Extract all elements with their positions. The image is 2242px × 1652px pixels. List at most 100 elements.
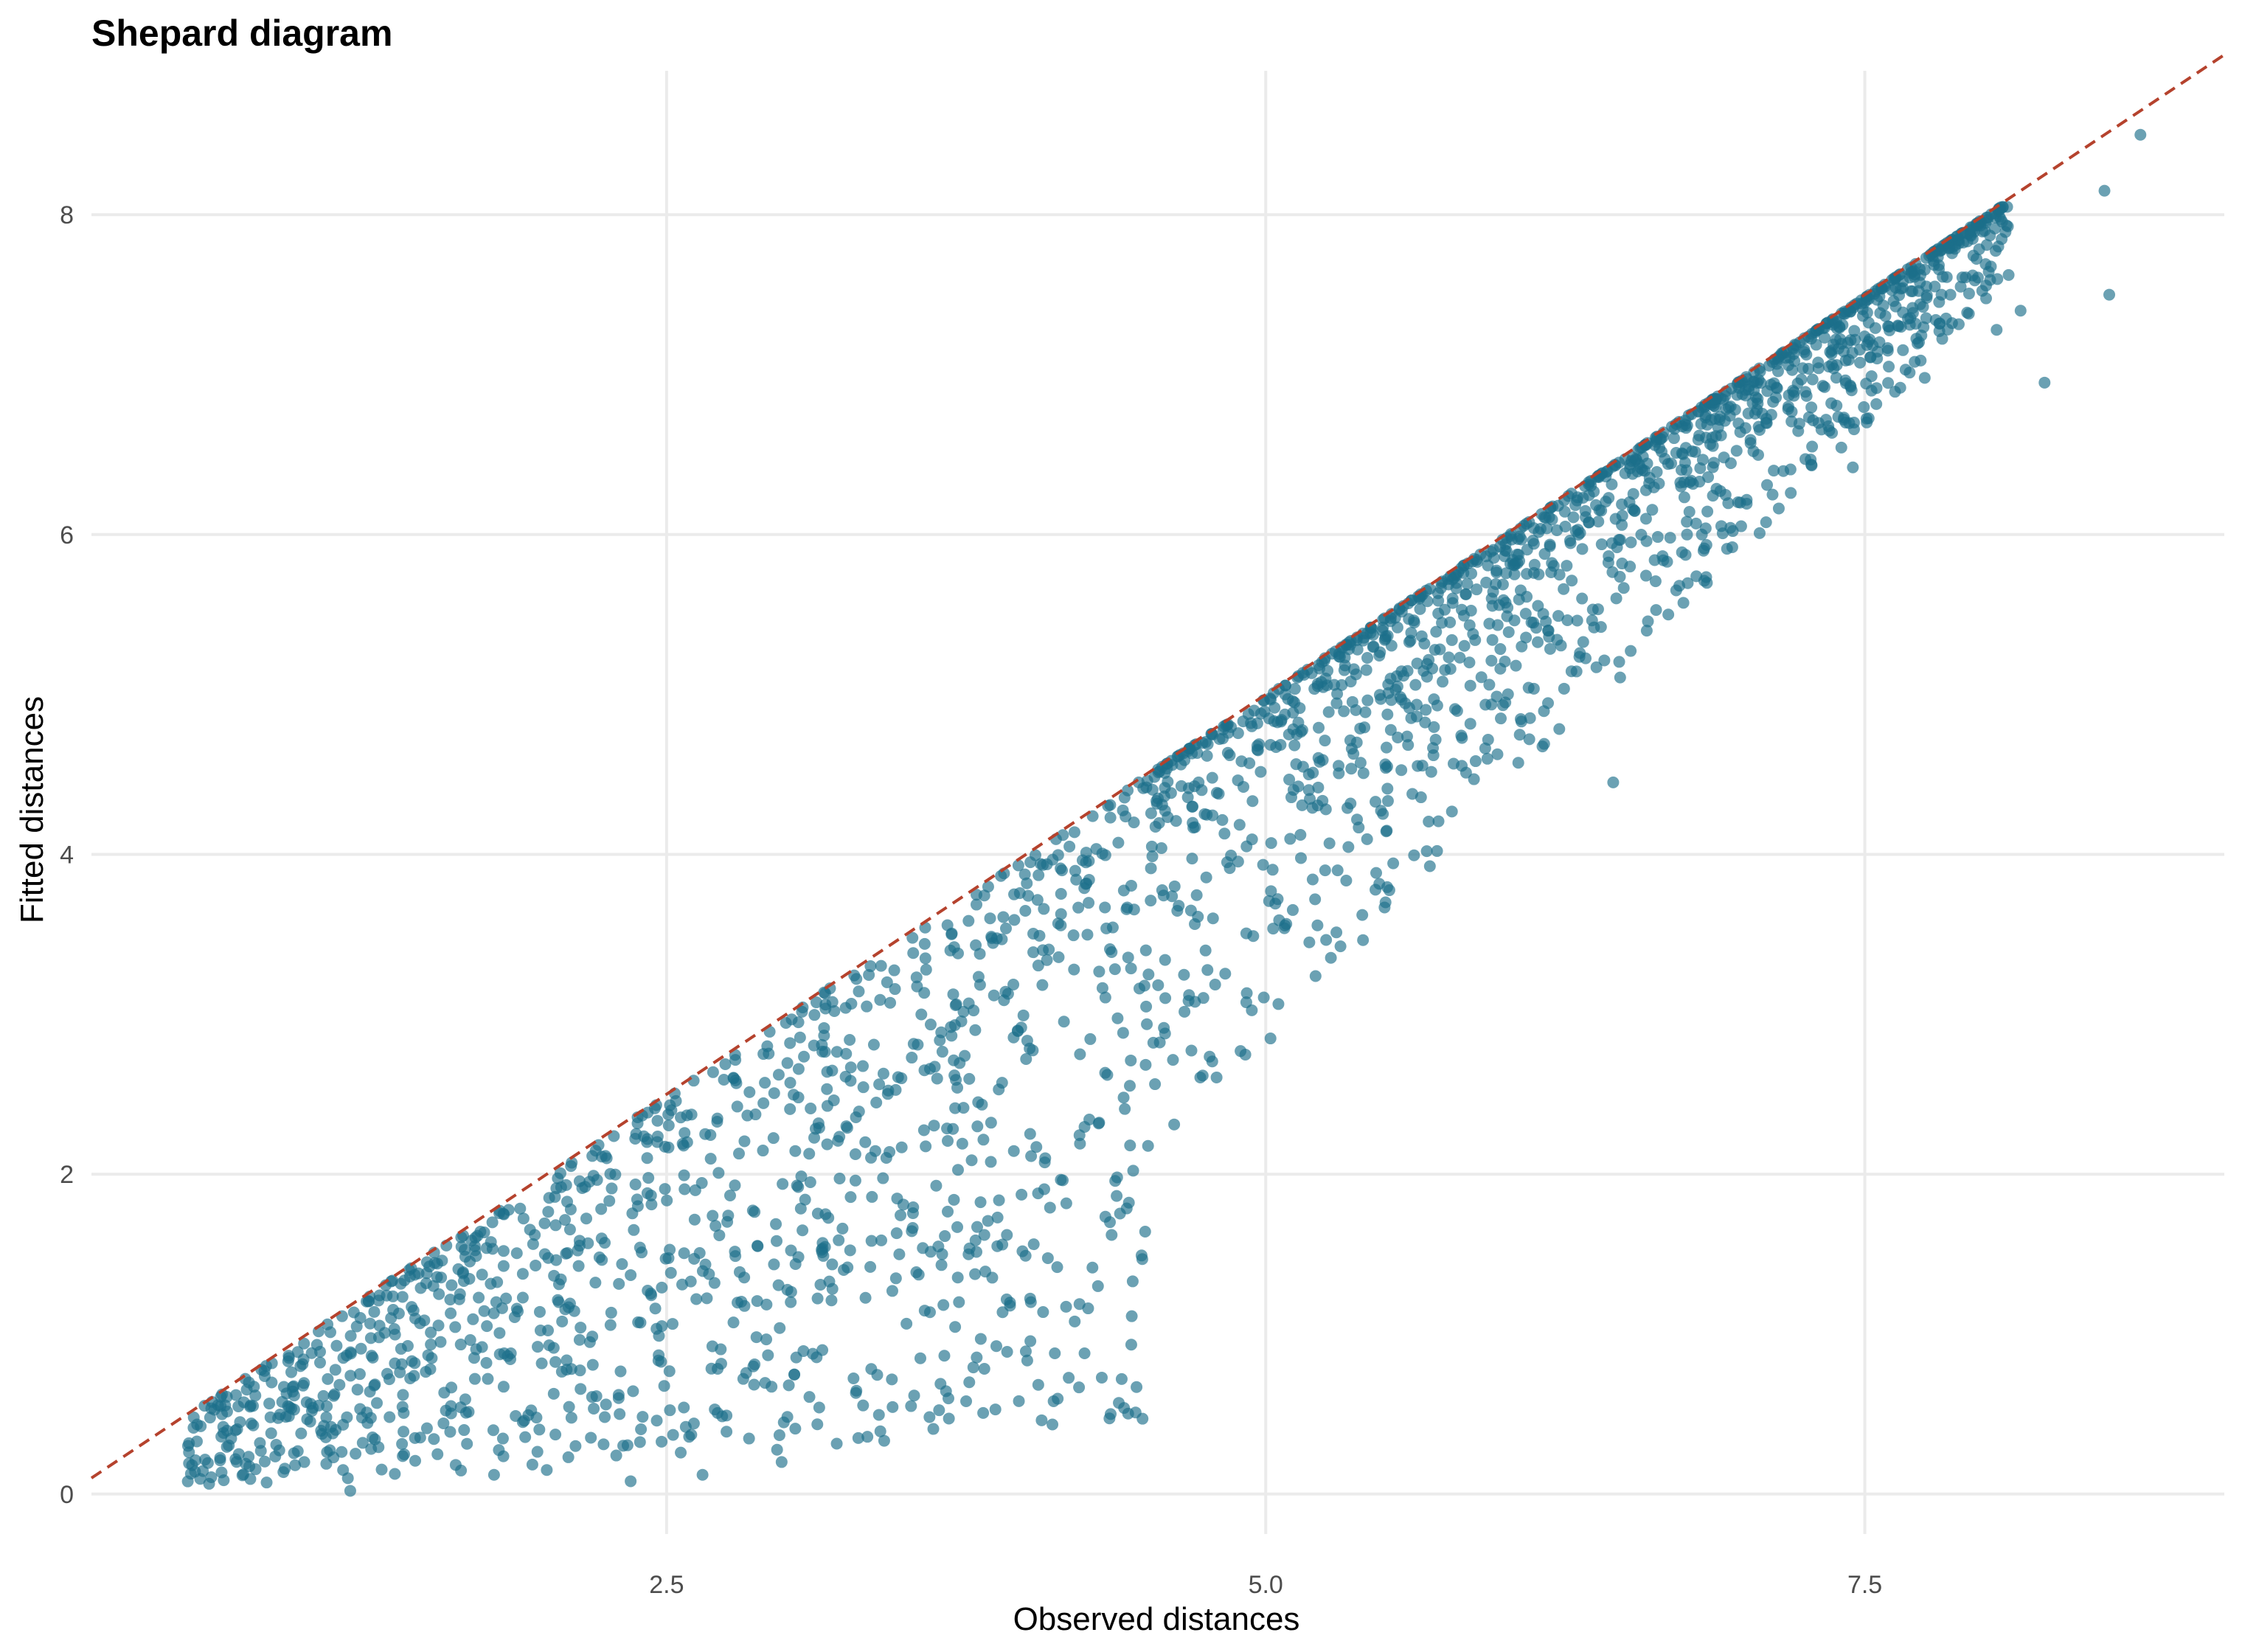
data-point-1399: [1113, 1397, 1125, 1409]
data-point-2354: [781, 1057, 794, 1069]
data-point-2264: [645, 1189, 657, 1201]
data-point-2053: [1359, 706, 1372, 718]
data-point-788: [1007, 1031, 1020, 1044]
data-point-1048: [727, 1316, 740, 1329]
data-point-1644: [1502, 626, 1515, 639]
data-point-1606: [1696, 454, 1709, 466]
data-point-1956: [1600, 496, 1612, 508]
data-point-2023: [486, 1243, 499, 1255]
data-point-943: [603, 1195, 616, 1207]
data-point-1083: [542, 1206, 555, 1218]
data-point-938: [1381, 795, 1394, 808]
data-point-713: [1201, 749, 1213, 762]
data-point-2043: [962, 914, 975, 927]
data-point-1445: [886, 1401, 899, 1413]
data-point-1405: [1306, 873, 1319, 886]
data-point-35: [625, 1475, 637, 1488]
data-point-2355: [1197, 992, 1210, 1004]
data-point-769: [1681, 516, 1693, 528]
data-point-1904: [941, 1122, 954, 1135]
data-point-1773: [1838, 412, 1850, 424]
data-point-1675: [863, 968, 875, 981]
data-point-1534: [1551, 524, 1564, 536]
data-point-1526: [818, 1021, 830, 1034]
data-point-1407: [341, 1411, 353, 1423]
data-point-1335: [1628, 504, 1640, 517]
data-point-1105: [487, 1424, 499, 1437]
data-point-875: [609, 1168, 622, 1181]
data-point-871: [884, 996, 897, 1009]
data-point-2093: [201, 1457, 214, 1469]
data-point-668: [322, 1372, 334, 1385]
data-point-914: [1423, 860, 1436, 872]
data-point-2415: [285, 1366, 298, 1378]
data-point-972: [1971, 252, 1983, 265]
data-point-1461: [1504, 528, 1517, 541]
data-point-1306: [1858, 330, 1871, 343]
data-point-1323: [1128, 903, 1140, 916]
data-point-1857: [695, 1177, 708, 1190]
data-point-1774: [750, 1331, 763, 1344]
data-point-2353: [327, 1451, 340, 1464]
data-point-2309: [1055, 908, 1067, 920]
data-point-1304: [497, 1450, 510, 1462]
data-point-180: [892, 1071, 904, 1083]
data-point-2121: [1280, 917, 1293, 930]
data-point-837: [651, 1114, 664, 1127]
data-point-2090: [716, 1410, 729, 1423]
data-point-2472: [974, 979, 986, 991]
data-point-1425: [476, 1341, 488, 1353]
data-point-1964: [1847, 423, 1860, 436]
data-point-1068: [1571, 614, 1583, 627]
data-point-401: [420, 1366, 432, 1378]
data-point-534: [617, 1440, 630, 1452]
data-point-1628: [1096, 982, 1108, 994]
data-point-1594: [1937, 271, 1949, 283]
data-point-589: [1216, 813, 1229, 826]
data-point-1370: [1248, 704, 1260, 717]
data-point-1193: [444, 1294, 457, 1306]
data-point-205: [772, 1069, 785, 1081]
data-point-1921: [1455, 562, 1468, 575]
data-point-1950: [576, 1181, 589, 1194]
data-point-2182: [561, 1195, 574, 1208]
data-point-73: [1049, 1347, 1061, 1359]
data-point-2381: [364, 1412, 377, 1424]
data-point-2324: [279, 1462, 291, 1475]
data-point-2485: [1159, 782, 1171, 794]
data-point-2120: [1770, 391, 1783, 403]
data-point-1153: [1246, 1004, 1258, 1016]
data-point-1873: [1858, 400, 1870, 413]
data-point-1345: [1052, 1392, 1064, 1405]
data-point-531: [514, 1202, 527, 1215]
data-point-1928: [1353, 822, 1365, 834]
data-point-1605: [856, 1060, 869, 1072]
data-point-1250: [1131, 1381, 1143, 1393]
data-point-2242: [1264, 738, 1277, 751]
data-point-1276: [822, 1212, 835, 1224]
data-point-2422: [1385, 694, 1398, 707]
data-point-1739: [375, 1463, 388, 1476]
data-point-396: [1806, 373, 1819, 386]
data-point-598: [1037, 1306, 1049, 1319]
data-point-2469: [931, 1072, 943, 1085]
data-point-1025: [1494, 662, 1507, 675]
data-point-2444: [497, 1381, 510, 1393]
data-point-1049: [774, 1322, 786, 1334]
data-point-2325: [1395, 665, 1408, 678]
data-point-2062: [1150, 797, 1163, 810]
data-point-1235: [1074, 1048, 1086, 1061]
data-point-2116: [1232, 727, 1244, 740]
data-point-1201: [1726, 525, 1739, 538]
data-point-2304: [1952, 318, 1965, 330]
data-point-1482: [403, 1264, 415, 1277]
data-point-2292: [1292, 780, 1305, 793]
data-point-870: [840, 1047, 853, 1060]
data-point-1280: [1428, 721, 1440, 733]
data-point-1662: [945, 1021, 957, 1033]
data-point-112: [1607, 776, 1620, 788]
data-point-2221: [1689, 445, 1701, 458]
data-point-888: [1158, 1021, 1170, 1034]
data-point-2491: [918, 937, 931, 950]
data-point-366: [748, 1378, 760, 1391]
